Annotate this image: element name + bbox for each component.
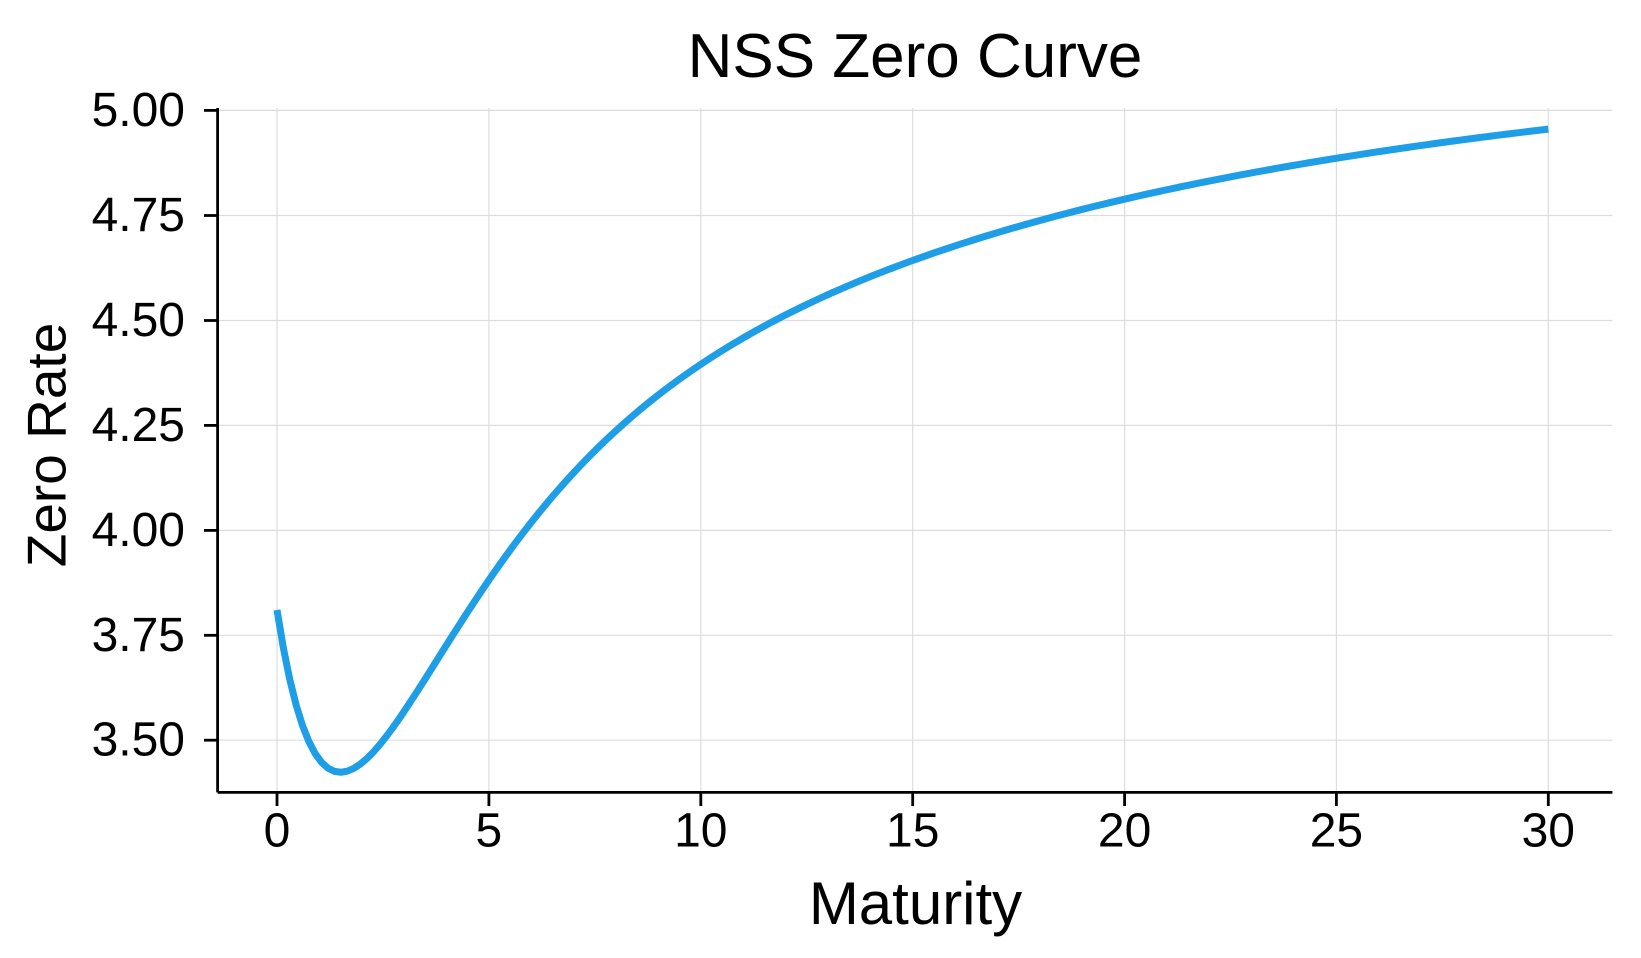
- svg-text:15: 15: [886, 805, 939, 858]
- svg-text:20: 20: [1098, 805, 1151, 858]
- svg-text:10: 10: [674, 805, 727, 858]
- svg-text:Maturity: Maturity: [809, 870, 1022, 937]
- svg-text:30: 30: [1522, 805, 1575, 858]
- svg-text:4.75: 4.75: [92, 189, 185, 242]
- svg-text:Zero Rate: Zero Rate: [16, 323, 78, 568]
- svg-text:0: 0: [264, 805, 291, 858]
- svg-text:3.75: 3.75: [92, 609, 185, 662]
- svg-text:5: 5: [476, 805, 503, 858]
- svg-text:4.50: 4.50: [92, 294, 185, 347]
- svg-text:NSS Zero Curve: NSS Zero Curve: [688, 22, 1143, 91]
- svg-text:5.00: 5.00: [92, 84, 185, 137]
- svg-text:4.00: 4.00: [92, 504, 185, 557]
- svg-text:25: 25: [1310, 805, 1363, 858]
- svg-text:3.50: 3.50: [92, 714, 185, 767]
- svg-text:4.25: 4.25: [92, 399, 185, 452]
